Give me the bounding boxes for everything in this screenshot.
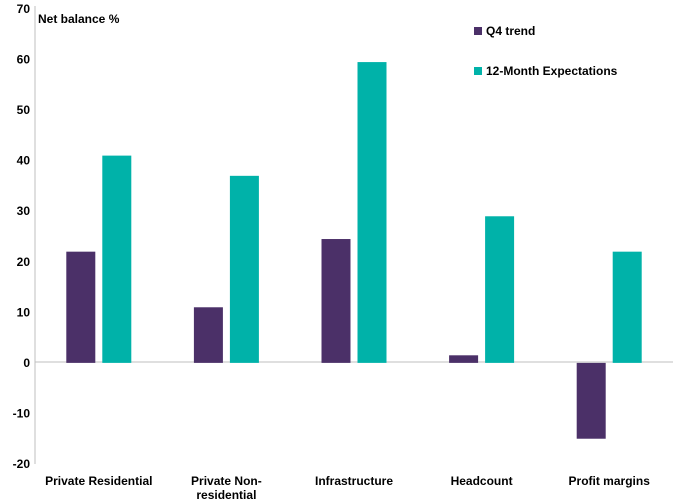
bar [66, 251, 96, 363]
legend-swatch [474, 67, 482, 75]
category-label: Profit margins [569, 474, 651, 488]
bar [576, 362, 606, 439]
y-tick-label: -20 [13, 457, 31, 471]
legend-swatch [474, 27, 482, 35]
legend-label: 12-Month Expectations [486, 64, 618, 78]
y-tick-label: 20 [17, 255, 31, 269]
legend: Q4 trend 12-Month Expectations [474, 24, 618, 78]
bar [449, 355, 479, 363]
y-axis-label: Net balance % [38, 12, 120, 26]
category-label: Private Residential [45, 474, 152, 488]
y-tick-label: 50 [17, 103, 31, 117]
bar [193, 307, 223, 363]
bar [612, 251, 642, 363]
y-tick-label: -10 [13, 406, 31, 420]
y-tick-labels: 70 60 50 40 30 20 10 0 -10 -20 [13, 2, 31, 471]
y-tick-label: 40 [17, 154, 31, 168]
y-tick-label: 60 [17, 53, 31, 67]
bar [321, 239, 351, 363]
y-tick-label: 30 [17, 204, 31, 218]
bar [229, 175, 259, 363]
bar [485, 216, 515, 363]
bar-series [66, 62, 642, 439]
category-label: Private Non-residential [191, 474, 262, 502]
y-tick-label: 70 [17, 2, 31, 16]
bar [102, 155, 132, 363]
category-label: Headcount [451, 474, 513, 488]
legend-label: Q4 trend [486, 24, 535, 38]
bar [357, 62, 387, 363]
category-labels: Private Residential Private Non-residenti… [45, 474, 650, 502]
y-tick-label: 10 [17, 305, 31, 319]
category-label: Infrastructure [315, 474, 393, 488]
y-tick-label: 0 [23, 356, 30, 370]
